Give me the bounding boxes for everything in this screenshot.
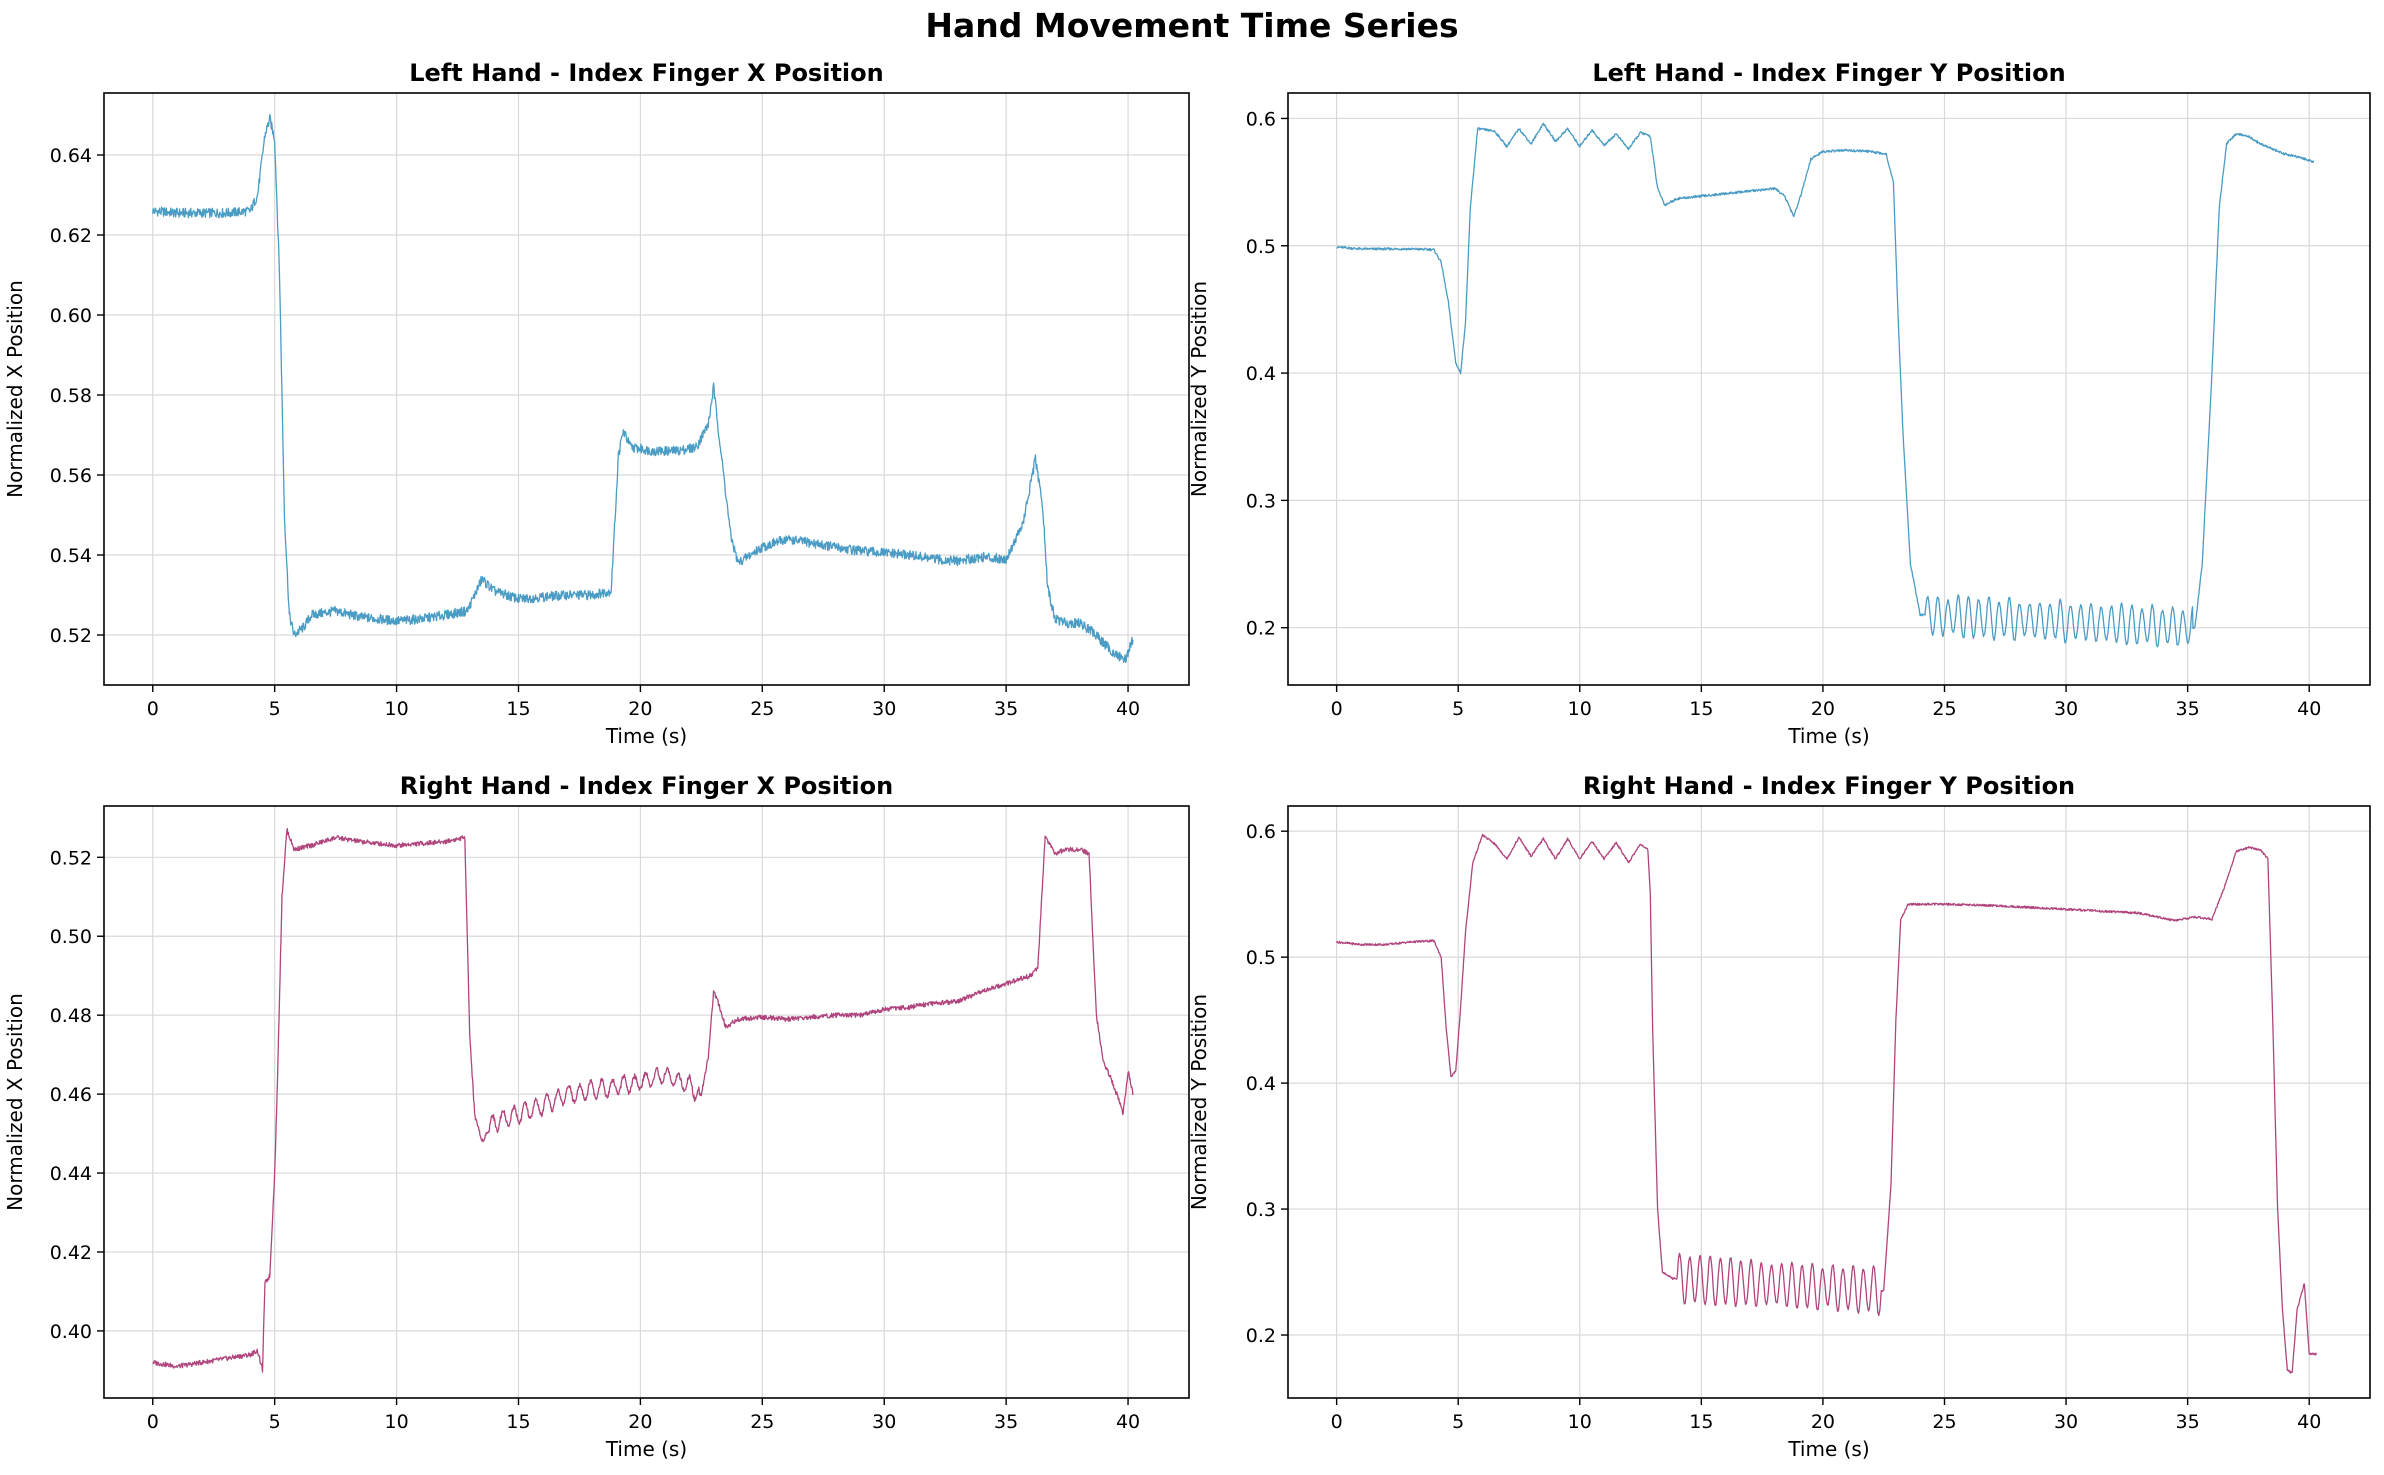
- x-tick-label: 35: [994, 1411, 1018, 1433]
- x-tick-label: 30: [2054, 698, 2078, 720]
- x-tick-label: 40: [2297, 1411, 2321, 1433]
- x-tick-label: 30: [872, 1411, 896, 1433]
- x-tick-label: 25: [1932, 1411, 1956, 1433]
- x-tick-label: 0: [1331, 1411, 1343, 1433]
- chart-panel-4: 0 5 10 15 20 25 30 35 40 0.2 0.3 0.4 0.5 0.6 Right Han…: [1187, 772, 2371, 1461]
- y-tick-label: 0.5: [1246, 947, 1276, 969]
- y-tick-label: 0.60: [50, 305, 92, 327]
- x-tick-label: 30: [872, 698, 896, 720]
- x-tick-label: 25: [750, 1411, 774, 1433]
- y-tick-label: 0.52: [50, 625, 92, 647]
- x-axis-label: Time (s): [1787, 1437, 1869, 1461]
- x-tick-label: 30: [2054, 1411, 2078, 1433]
- plot-frame: [103, 92, 1190, 686]
- figure-title: Hand Movement Time Series: [925, 6, 1459, 45]
- x-tick-label: 20: [1811, 698, 1835, 720]
- plot-frame: [1287, 92, 2371, 686]
- series-line-1: [152, 113, 1134, 664]
- y-tick-label: 0.54: [50, 545, 92, 567]
- y-tick-label: 0.48: [50, 1005, 92, 1027]
- x-tick-label: 10: [1568, 698, 1592, 720]
- y-axis-label: Normalized Y Position: [1187, 994, 1211, 1210]
- y-tick-label: 0.40: [50, 1321, 92, 1343]
- x-tick-label: 15: [1689, 1411, 1713, 1433]
- x-tick-label: 10: [384, 698, 408, 720]
- plot-frame: [1287, 805, 2371, 1399]
- y-tick-label: 0.56: [50, 465, 92, 487]
- y-tick-label: 0.46: [50, 1084, 92, 1106]
- x-tick-label: 15: [1689, 698, 1713, 720]
- y-tick-label: 0.3: [1246, 490, 1276, 512]
- x-tick-label: 20: [628, 1411, 652, 1433]
- x-tick-label: 25: [750, 698, 774, 720]
- x-tick-label: 10: [384, 1411, 408, 1433]
- y-tick-label: 0.50: [50, 926, 92, 948]
- y-tick-label: 0.3: [1246, 1199, 1276, 1221]
- chart-panel-2: 0 5 10 15 20 25 30 35 40 0.2 0.3 0.4 0.5 0.6 Left Hand…: [1187, 59, 2371, 748]
- y-tick-label: 0.5: [1246, 236, 1276, 258]
- series-line-1: [152, 828, 1134, 1373]
- y-tick-label: 0.4: [1246, 1073, 1276, 1095]
- x-tick-label: 0: [147, 1411, 159, 1433]
- y-tick-label: 0.6: [1246, 821, 1276, 843]
- x-tick-label: 5: [1452, 698, 1464, 720]
- x-tick-label: 35: [2176, 698, 2200, 720]
- x-axis-label: Time (s): [605, 724, 687, 748]
- y-tick-label: 0.2: [1246, 1325, 1276, 1347]
- x-tick-label: 20: [628, 698, 652, 720]
- y-axis-label: Normalized X Position: [3, 280, 27, 498]
- x-tick-label: 20: [1811, 1411, 1835, 1433]
- y-axis-label: Normalized Y Position: [1187, 281, 1211, 497]
- x-tick-label: 35: [2176, 1411, 2200, 1433]
- x-tick-label: 40: [1116, 1411, 1140, 1433]
- chart-title: Right Hand - Index Finger X Position: [400, 772, 893, 800]
- x-tick-label: 35: [994, 698, 1018, 720]
- x-tick-label: 10: [1568, 1411, 1592, 1433]
- x-tick-label: 5: [269, 698, 281, 720]
- x-tick-label: 40: [1116, 698, 1140, 720]
- x-tick-label: 40: [2297, 698, 2321, 720]
- x-axis-label: Time (s): [605, 1437, 687, 1461]
- y-axis-label: Normalized X Position: [3, 993, 27, 1211]
- y-tick-label: 0.2: [1246, 618, 1276, 640]
- x-tick-label: 5: [269, 1411, 281, 1433]
- chart-panel-3: 0 5 10 15 20 25 30 35 40 0.40 0.42 0.44 0.46 0.48 0.50…: [3, 772, 1190, 1461]
- plot-frame: [103, 805, 1190, 1399]
- chart-title: Left Hand - Index Finger Y Position: [1592, 59, 2065, 87]
- y-tick-label: 0.42: [50, 1242, 92, 1264]
- x-axis-label: Time (s): [1787, 724, 1869, 748]
- chart-panel-1: 0 5 10 15 20 25 30 35 40 0.52 0.54 0.56 0.58 0.60 0.62…: [3, 59, 1190, 748]
- x-tick-label: 5: [1452, 1411, 1464, 1433]
- x-tick-label: 15: [506, 698, 530, 720]
- chart-title: Right Hand - Index Finger Y Position: [1583, 772, 2075, 800]
- y-tick-label: 0.44: [50, 1163, 92, 1185]
- y-tick-label: 0.58: [50, 385, 92, 407]
- series-line-1: [1336, 833, 2318, 1374]
- chart-title: Left Hand - Index Finger X Position: [409, 59, 883, 87]
- y-tick-label: 0.52: [50, 847, 92, 869]
- x-tick-label: 25: [1932, 698, 1956, 720]
- y-tick-label: 0.62: [50, 225, 92, 247]
- x-tick-label: 0: [147, 698, 159, 720]
- x-tick-label: 0: [1331, 698, 1343, 720]
- y-tick-label: 0.6: [1246, 108, 1276, 130]
- y-tick-label: 0.64: [50, 145, 92, 167]
- series-line-1: [1336, 122, 2315, 648]
- y-tick-label: 0.4: [1246, 363, 1276, 385]
- x-tick-label: 15: [506, 1411, 530, 1433]
